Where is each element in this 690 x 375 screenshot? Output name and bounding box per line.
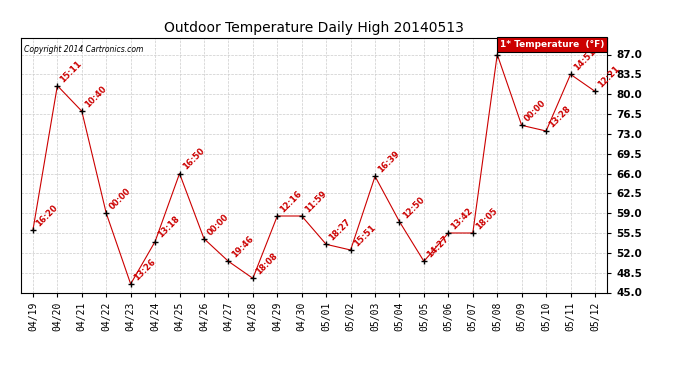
Text: 00:00: 00:00 [108,186,132,211]
Text: 16:50: 16:50 [181,147,206,172]
Title: Outdoor Temperature Daily High 20140513: Outdoor Temperature Daily High 20140513 [164,21,464,35]
Text: 13:28: 13:28 [547,104,573,129]
Text: 00:00: 00:00 [523,99,548,124]
Text: 18:05: 18:05 [474,206,499,231]
Text: 11:59: 11:59 [303,189,328,214]
Text: 15:11: 15:11 [59,58,84,84]
Text: 19:46: 19:46 [230,234,255,260]
Text: 14:51: 14:51 [572,47,597,73]
Text: 12:21: 12:21 [596,64,622,90]
Text: 16:20: 16:20 [34,203,59,228]
Text: 13:18: 13:18 [157,214,181,240]
Text: 12:50: 12:50 [401,195,426,220]
Text: 14:27: 14:27 [425,234,451,260]
Text: 10:40: 10:40 [83,84,108,109]
Text: 18:27: 18:27 [327,217,353,243]
Text: Copyright 2014 Cartronics.com: Copyright 2014 Cartronics.com [23,45,143,54]
Text: 16:39: 16:39 [376,150,402,175]
Text: 18:08: 18:08 [254,252,279,277]
Text: 15:51: 15:51 [352,223,377,248]
Text: 13:26: 13:26 [132,257,157,282]
Text: 1* Temperature  (°F): 1* Temperature (°F) [500,40,604,49]
Text: 13:42: 13:42 [450,206,475,231]
Text: 00:00: 00:00 [205,212,230,237]
Text: 12:16: 12:16 [279,189,304,214]
